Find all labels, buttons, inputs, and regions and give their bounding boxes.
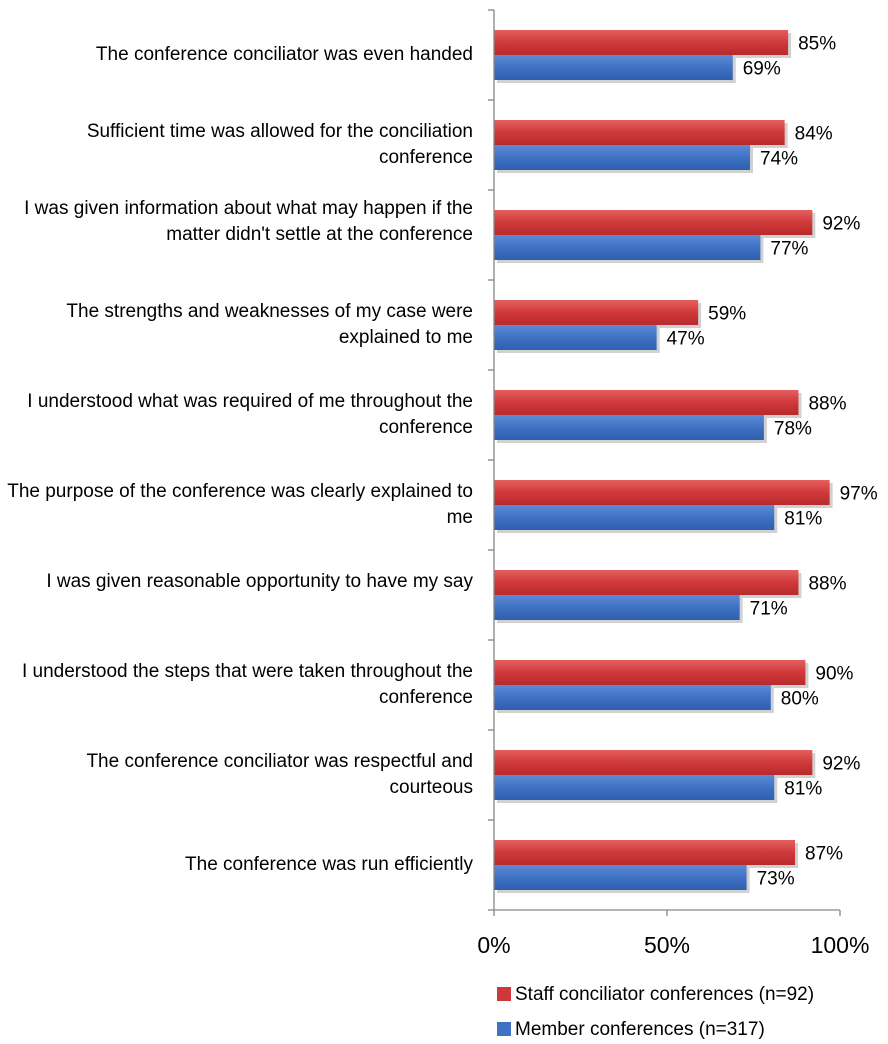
category-label: I was given reasonable opportunity to ha… — [46, 571, 473, 592]
bar-staff — [494, 390, 799, 415]
data-label: 90% — [815, 664, 853, 685]
legend-item: Member conferences (n=317) — [497, 1019, 765, 1041]
legend-label: Staff conciliator conferences (n=92) — [515, 984, 815, 1005]
x-tick-label: 100% — [811, 932, 870, 958]
data-label: 97% — [840, 484, 878, 505]
bar-staff — [494, 750, 813, 775]
category-label: I was given information about what may h… — [24, 198, 473, 245]
x-tick-label: 0% — [477, 932, 510, 958]
data-label: 73% — [757, 869, 795, 890]
legend-swatch — [497, 987, 511, 1001]
bar-member — [494, 865, 747, 890]
bar-member — [494, 325, 657, 350]
bar-member — [494, 145, 751, 170]
data-label: 80% — [781, 689, 819, 710]
category-label: I understood what was required of me thr… — [27, 391, 473, 438]
bar-member — [494, 775, 775, 800]
legend-label: Member conferences (n=317) — [515, 1019, 765, 1040]
data-label: 81% — [784, 509, 822, 530]
category-label: The purpose of the conference was clearl… — [7, 481, 473, 528]
data-label: 47% — [667, 329, 705, 350]
bar-member — [494, 235, 761, 260]
bar-staff — [494, 480, 830, 505]
bar-member — [494, 505, 775, 530]
data-label: 81% — [784, 779, 822, 800]
bar-staff — [494, 300, 699, 325]
data-label: 78% — [774, 419, 812, 440]
category-label: The conference conciliator was even hand… — [95, 44, 473, 65]
bar-staff — [494, 120, 785, 145]
bar-staff — [494, 840, 796, 865]
category-label: Sufficient time was allowed for the conc… — [86, 121, 473, 168]
category-label: The strengths and weaknesses of my case … — [66, 301, 473, 348]
data-label: 71% — [750, 599, 788, 620]
bar-member — [494, 595, 740, 620]
bar-member — [494, 55, 733, 80]
data-label: 87% — [805, 844, 843, 865]
data-label: 74% — [760, 149, 798, 170]
data-label: 92% — [822, 214, 860, 235]
bar-member — [494, 415, 764, 440]
data-label: 69% — [743, 59, 781, 80]
data-label: 84% — [795, 124, 833, 145]
data-label: 59% — [708, 304, 746, 325]
x-tick-label: 50% — [644, 932, 690, 958]
legend-swatch — [497, 1022, 511, 1036]
data-label: 92% — [822, 754, 860, 775]
legend-item: Staff conciliator conferences (n=92) — [497, 984, 814, 1006]
bar-staff — [494, 210, 813, 235]
data-label: 88% — [808, 574, 846, 595]
category-label: The conference conciliator was respectfu… — [86, 751, 473, 798]
data-label: 85% — [798, 34, 836, 55]
data-label: 88% — [808, 394, 846, 415]
category-label: I understood the steps that were taken t… — [21, 661, 473, 708]
category-label: The conference was run efficiently — [185, 854, 473, 875]
data-label: 77% — [770, 239, 808, 260]
bar-staff — [494, 660, 806, 685]
bar-staff — [494, 30, 789, 55]
bar-member — [494, 685, 771, 710]
bar-staff — [494, 570, 799, 595]
